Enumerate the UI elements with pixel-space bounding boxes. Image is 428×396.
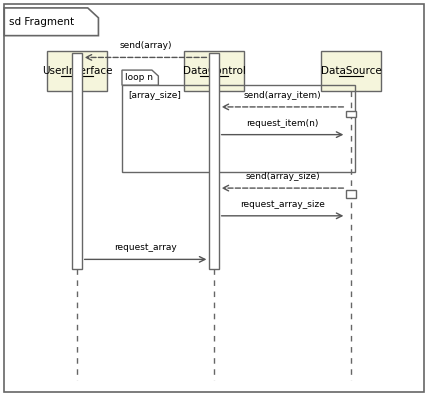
Text: DataSource: DataSource [321,66,381,76]
Bar [321,51,381,91]
Polygon shape [122,70,158,85]
Text: send(array_size): send(array_size) [245,172,320,181]
Text: [array_size]: [array_size] [128,91,181,100]
Bar [346,111,356,117]
Text: request_array_size: request_array_size [240,200,325,209]
Bar [209,53,219,269]
Text: sd Fragment: sd Fragment [9,17,74,27]
Text: request_array: request_array [114,243,177,252]
Bar [184,51,244,91]
Text: send(array_item): send(array_item) [244,91,321,100]
Text: loop n: loop n [125,73,153,82]
Text: send(array): send(array) [119,41,172,50]
Text: request_item(n): request_item(n) [246,118,319,128]
Text: DataControl: DataControl [183,66,245,76]
Bar [72,53,82,269]
Polygon shape [4,8,98,36]
Bar [122,85,355,172]
Bar [47,51,107,91]
Text: UserInterface: UserInterface [42,66,112,76]
Bar [346,190,356,198]
